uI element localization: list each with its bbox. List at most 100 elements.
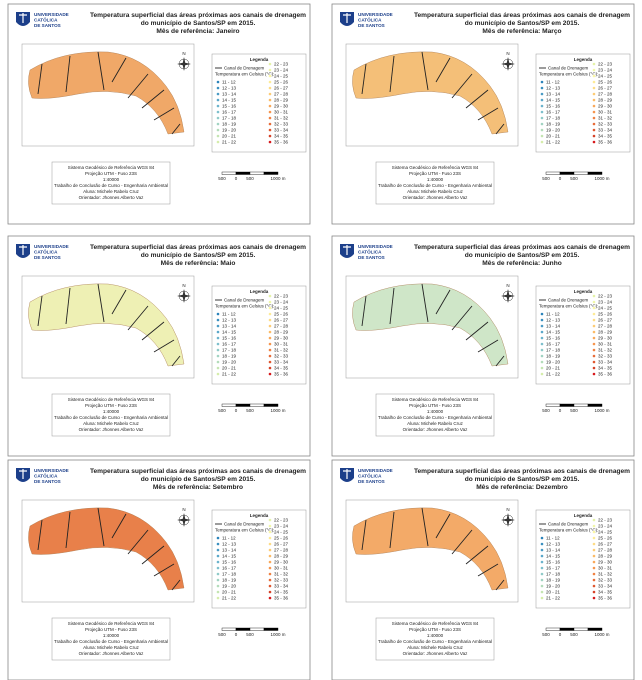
legend-item: 26 - 27 bbox=[274, 86, 289, 91]
drainage-canal bbox=[111, 289, 127, 315]
university-name: CATÓLICA bbox=[358, 16, 382, 23]
drainage-canal bbox=[127, 305, 149, 331]
map-title: do município de Santos/SP em 2015. bbox=[465, 476, 580, 483]
scale-label: 0 bbox=[235, 632, 238, 637]
legend-item: 19 - 20 bbox=[546, 584, 561, 589]
footer-text: Orientador: Jhonnes Alberto Vaz bbox=[79, 651, 144, 656]
drainage-canal bbox=[465, 545, 489, 565]
legend-swatch bbox=[268, 536, 272, 540]
legend-swatch bbox=[216, 354, 220, 358]
legend-item: 20 - 21 bbox=[546, 366, 561, 371]
legend-swatch bbox=[216, 92, 220, 96]
legend-swatch bbox=[268, 98, 272, 102]
legend-item: 27 - 28 bbox=[274, 548, 289, 553]
compass-north: N bbox=[182, 507, 185, 512]
legend-item: 16 - 17 bbox=[222, 110, 237, 115]
scale-segment bbox=[221, 171, 237, 175]
legend-swatch bbox=[268, 360, 272, 364]
legend-swatch bbox=[268, 578, 272, 582]
legend-swatch bbox=[592, 542, 596, 546]
drainage-canal bbox=[435, 513, 451, 539]
logo-mark bbox=[19, 13, 27, 23]
legend-item: 26 - 27 bbox=[598, 318, 613, 323]
legend-swatch bbox=[592, 548, 596, 552]
scale-label: 500 bbox=[246, 408, 254, 413]
legend-item: 25 - 26 bbox=[598, 80, 613, 85]
legend-item: 15 - 16 bbox=[222, 560, 237, 565]
map-title: Temperatura superficial das áreas próxim… bbox=[90, 12, 306, 19]
scale-label: 500 bbox=[542, 176, 550, 181]
footer-text: 1:40000 bbox=[103, 409, 120, 414]
legend-swatch bbox=[216, 548, 220, 552]
legend-swatch bbox=[268, 140, 272, 144]
legend-swatch bbox=[592, 372, 596, 376]
scale-segment bbox=[221, 403, 237, 407]
map-title: do município de Santos/SP em 2015. bbox=[141, 20, 256, 27]
drainage-canal bbox=[495, 123, 505, 135]
legend-item: 34 - 35 bbox=[598, 134, 613, 139]
legend-item: 15 - 16 bbox=[546, 336, 561, 341]
legend-item: 17 - 18 bbox=[222, 572, 237, 577]
university-name: DE SANTOS bbox=[358, 479, 385, 484]
legend-swatch bbox=[216, 366, 220, 370]
drainage-canal bbox=[97, 283, 105, 323]
legend-item: 20 - 21 bbox=[546, 590, 561, 595]
scale-segment bbox=[249, 403, 265, 407]
legend-swatch bbox=[216, 104, 220, 108]
drainage-canal bbox=[127, 529, 149, 555]
drainage-canal bbox=[451, 73, 473, 99]
legend-item: 35 - 36 bbox=[274, 596, 289, 601]
scale-segment bbox=[263, 403, 279, 407]
legend-item: 12 - 13 bbox=[222, 86, 237, 91]
footer-text: Sistema Geodésico de Referência WGS 84 bbox=[68, 621, 155, 626]
footer-text: Trabalho de Conclusão de Curso - Engenha… bbox=[378, 415, 492, 420]
legend-swatch bbox=[268, 354, 272, 358]
legend-item: 19 - 20 bbox=[222, 128, 237, 133]
legend-item: 33 - 34 bbox=[274, 360, 289, 365]
scale-label: 500 bbox=[218, 408, 226, 413]
legend-swatch bbox=[540, 572, 544, 576]
legend-item: 30 - 31 bbox=[598, 110, 613, 115]
drainage-canal bbox=[111, 513, 127, 539]
legend-swatch bbox=[540, 98, 544, 102]
legend-item: 32 - 33 bbox=[274, 354, 289, 359]
map-title: Temperatura superficial das áreas próxim… bbox=[90, 244, 306, 251]
logo-mark bbox=[343, 13, 351, 23]
drainage-canal bbox=[171, 355, 181, 367]
legend-item: 16 - 17 bbox=[546, 342, 561, 347]
legend-item: 32 - 33 bbox=[598, 578, 613, 583]
legend-swatch bbox=[540, 92, 544, 96]
legend-swatch bbox=[540, 366, 544, 370]
university-name: DE SANTOS bbox=[34, 255, 61, 260]
legend-item: 18 - 19 bbox=[222, 122, 237, 127]
legend-swatch bbox=[540, 596, 544, 600]
legend-swatch bbox=[268, 110, 272, 114]
legend-title: Legenda bbox=[250, 57, 269, 62]
drainage-canal bbox=[495, 355, 505, 367]
legend-swatch bbox=[592, 354, 596, 358]
legend-swatch bbox=[592, 342, 596, 346]
legend-swatch bbox=[592, 74, 596, 78]
legend-title: Legenda bbox=[250, 289, 269, 294]
legend-swatch bbox=[268, 80, 272, 84]
legend-swatch bbox=[268, 306, 272, 310]
legend-item: 18 - 19 bbox=[546, 578, 561, 583]
scale-label: 500 bbox=[570, 408, 578, 413]
legend-swatch bbox=[268, 86, 272, 90]
legend-swatch bbox=[592, 110, 596, 114]
footer-text: Sistema Geodésico de Referência WGS 84 bbox=[392, 621, 479, 626]
legend-item: 28 - 29 bbox=[598, 98, 613, 103]
drainage-canal bbox=[37, 63, 43, 95]
legend-swatch bbox=[268, 336, 272, 340]
legend-swatch bbox=[216, 318, 220, 322]
footer-text: Sistema Geodésico de Referência WGS 84 bbox=[68, 165, 155, 170]
university-name: UNIVERSIDADE bbox=[34, 468, 69, 473]
footer-text: 1:40000 bbox=[427, 409, 444, 414]
legend-item: 17 - 18 bbox=[546, 116, 561, 121]
temperature-area bbox=[352, 283, 509, 367]
legend-swatch bbox=[268, 122, 272, 126]
drainage-canal bbox=[389, 55, 395, 93]
legend-swatch bbox=[268, 524, 272, 528]
legend-swatch bbox=[216, 572, 220, 576]
drainage-canal bbox=[97, 507, 105, 547]
